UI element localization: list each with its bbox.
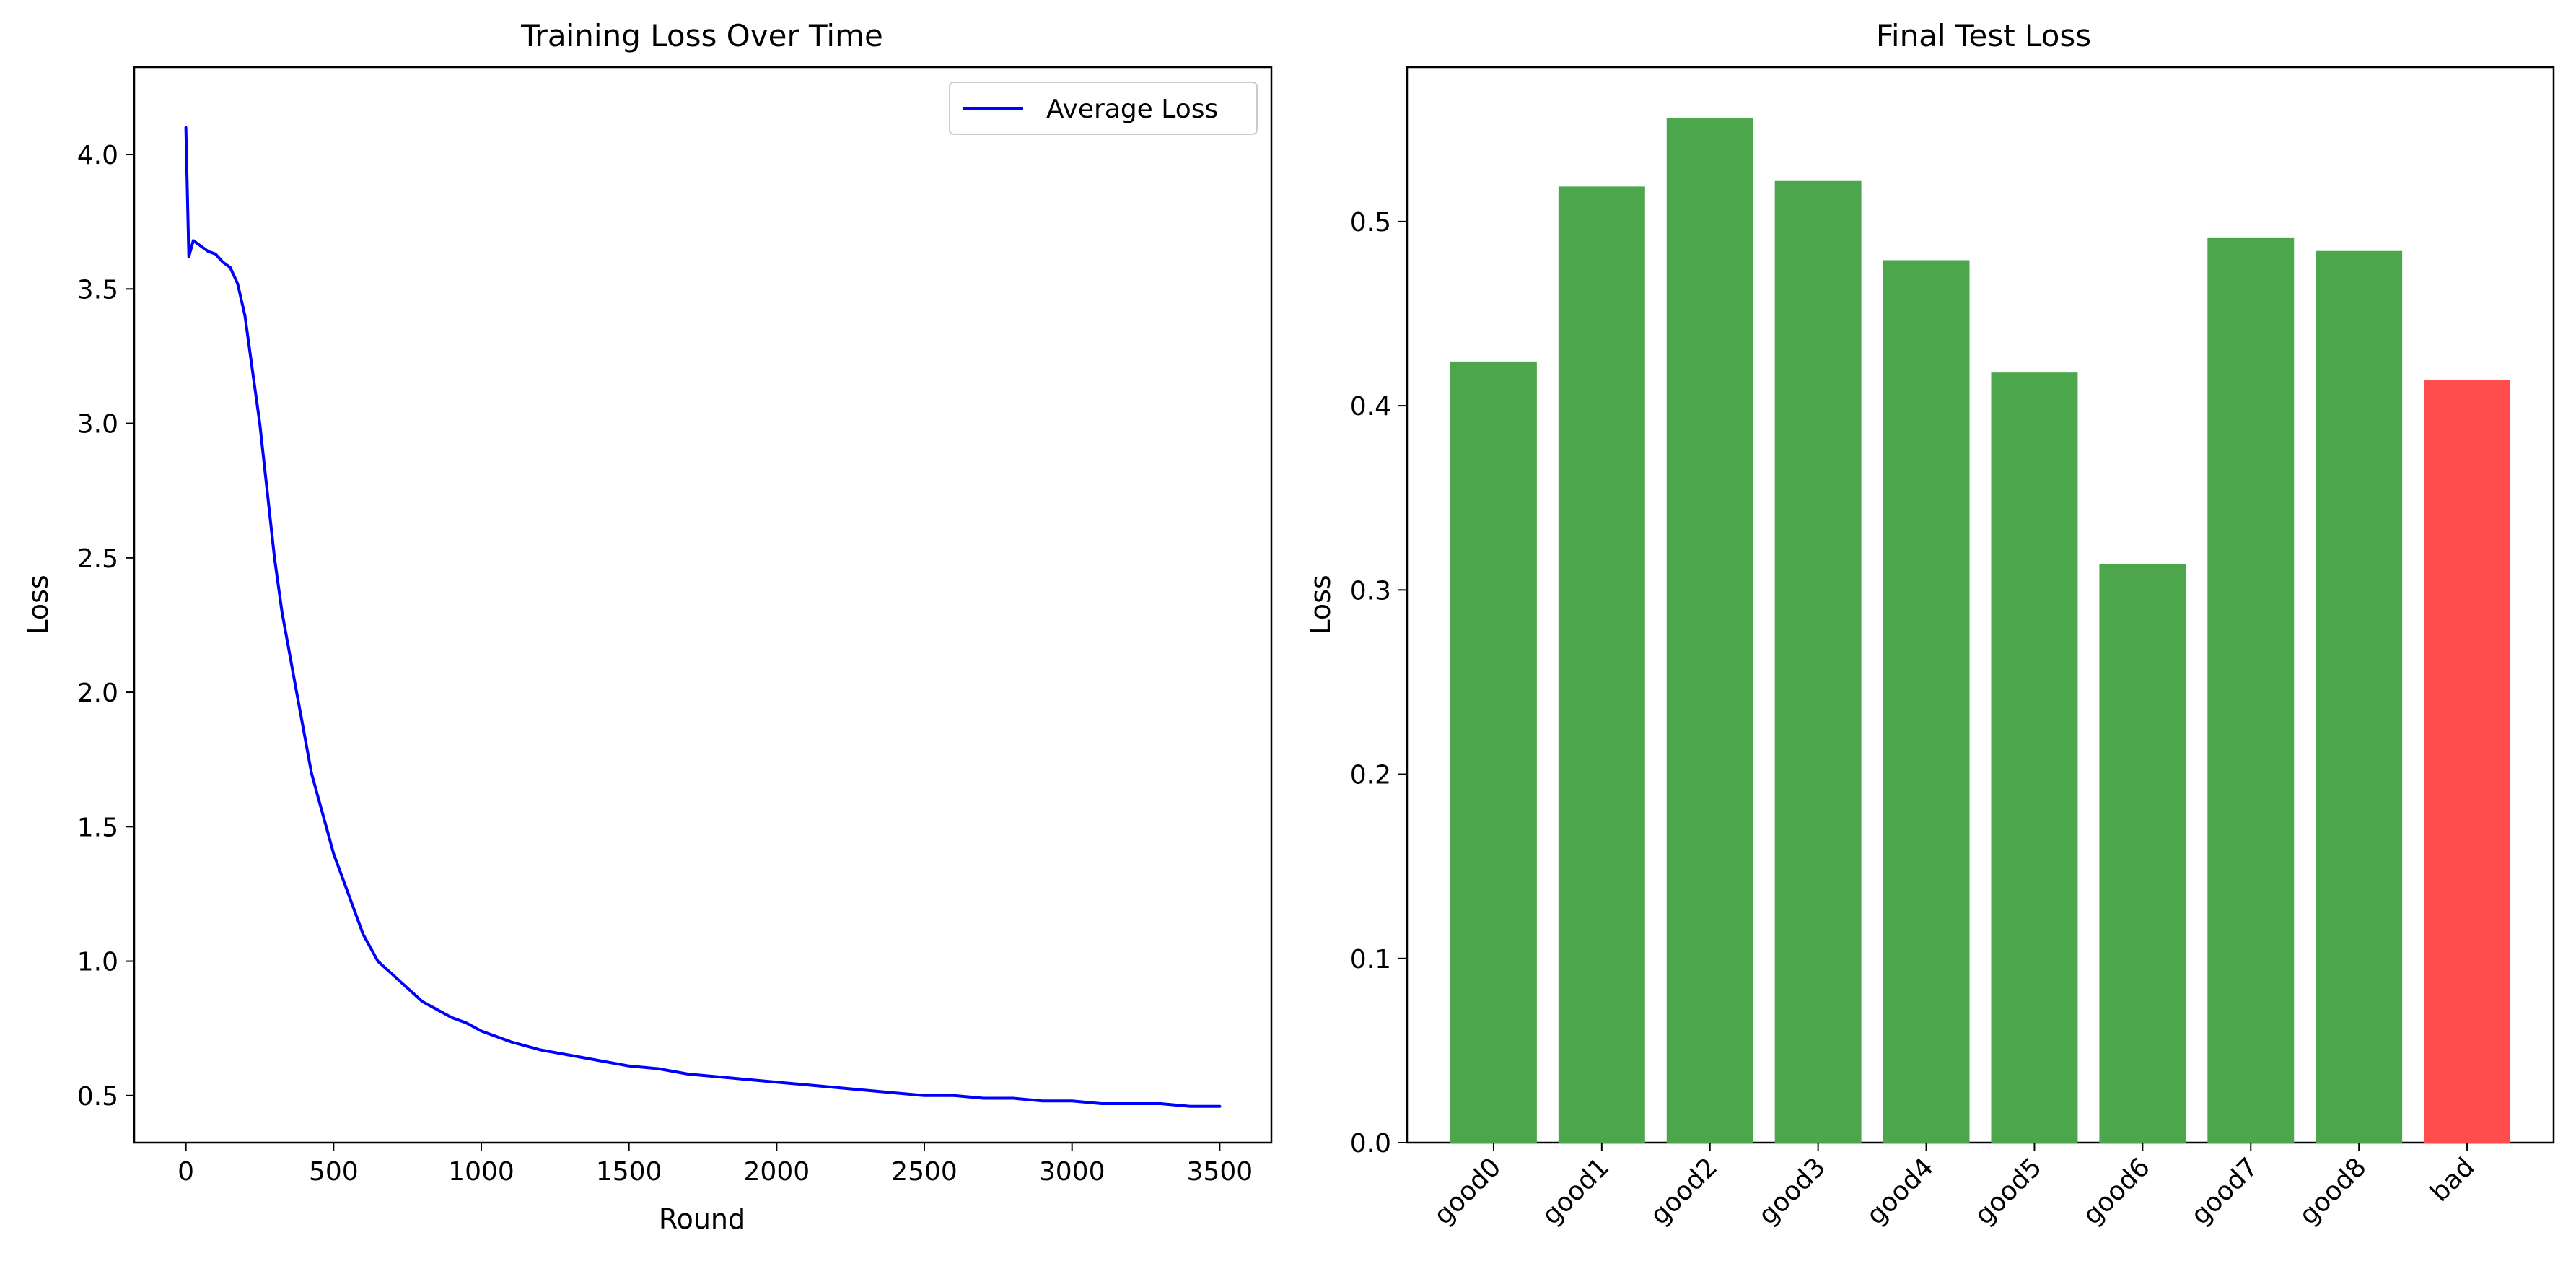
x-tick-label: 2000 bbox=[744, 1157, 810, 1187]
training-loss-y-ticks: 0.5 1.0 1.5 2.0 2.5 3.0 3.5 4.0 bbox=[77, 141, 134, 1112]
bar-good6 bbox=[2099, 564, 2186, 1143]
y-tick-label: 0.3 bbox=[1350, 576, 1391, 606]
bar-good5 bbox=[1991, 372, 2078, 1143]
x-tick-label: 2500 bbox=[891, 1157, 958, 1187]
bar-good1 bbox=[1558, 186, 1645, 1143]
legend-label-average-loss: Average Loss bbox=[1046, 95, 1218, 124]
x-tick-label: 0 bbox=[178, 1157, 194, 1187]
y-tick-label: 0.5 bbox=[77, 1082, 118, 1112]
bar-good4 bbox=[1883, 260, 1970, 1143]
training-loss-plot-frame bbox=[133, 66, 1273, 1144]
bar-good2 bbox=[1666, 118, 1753, 1143]
y-tick-label: 0.0 bbox=[1350, 1129, 1391, 1159]
final-test-loss-bars bbox=[1450, 118, 2511, 1143]
y-tick-label: 1.0 bbox=[77, 948, 118, 977]
x-tick-label: 3500 bbox=[1187, 1157, 1253, 1187]
final-test-loss-y-axis-label: Loss bbox=[1305, 575, 1336, 634]
y-tick-label: 2.0 bbox=[77, 679, 118, 708]
x-tick-label: 1500 bbox=[596, 1157, 662, 1187]
training-loss-chart-title: Training Loss Over Time bbox=[520, 18, 883, 53]
x-tick-label: 3000 bbox=[1039, 1157, 1105, 1187]
y-tick-label: 0.4 bbox=[1350, 392, 1391, 422]
training-loss-line-layer bbox=[184, 126, 1222, 1108]
y-tick-label: 4.0 bbox=[77, 141, 118, 170]
y-tick-label: 1.5 bbox=[77, 813, 118, 842]
bar-good3 bbox=[1774, 180, 1862, 1143]
final-test-loss-plot-frame bbox=[1406, 66, 2555, 1144]
bar-good7 bbox=[2207, 237, 2295, 1143]
y-tick-label: 0.2 bbox=[1350, 761, 1391, 790]
training-loss-x-ticks: 0 500 1000 1500 2000 2500 3000 3500 bbox=[178, 1143, 1253, 1187]
y-tick-label: 0.5 bbox=[1350, 208, 1391, 237]
bar-bad bbox=[2424, 380, 2511, 1143]
training-loss-chart: Training Loss Over Time 0 500 1000 1500 2000… bbox=[22, 18, 1273, 1235]
average-loss-line bbox=[184, 126, 1222, 1108]
x-tick-label: 1000 bbox=[448, 1157, 514, 1187]
y-tick-label: 2.5 bbox=[77, 544, 118, 574]
legend-box bbox=[949, 82, 1258, 135]
y-tick-label: 0.1 bbox=[1350, 945, 1391, 974]
bar-good0 bbox=[1450, 361, 1537, 1143]
training-loss-y-axis-label: Loss bbox=[22, 575, 54, 634]
training-loss-legend: Average Loss bbox=[949, 82, 1258, 135]
bar-good8 bbox=[2316, 250, 2403, 1143]
final-test-loss-y-ticks: 0.0 0.1 0.2 0.3 0.4 0.5 bbox=[1350, 208, 1407, 1159]
final-test-loss-chart-title: Final Test Loss bbox=[1876, 18, 2091, 53]
y-tick-label: 3.0 bbox=[77, 410, 118, 440]
training-loss-x-axis-label: Round bbox=[659, 1203, 745, 1235]
y-tick-label: 3.5 bbox=[77, 275, 118, 305]
x-tick-label: 500 bbox=[309, 1157, 359, 1187]
